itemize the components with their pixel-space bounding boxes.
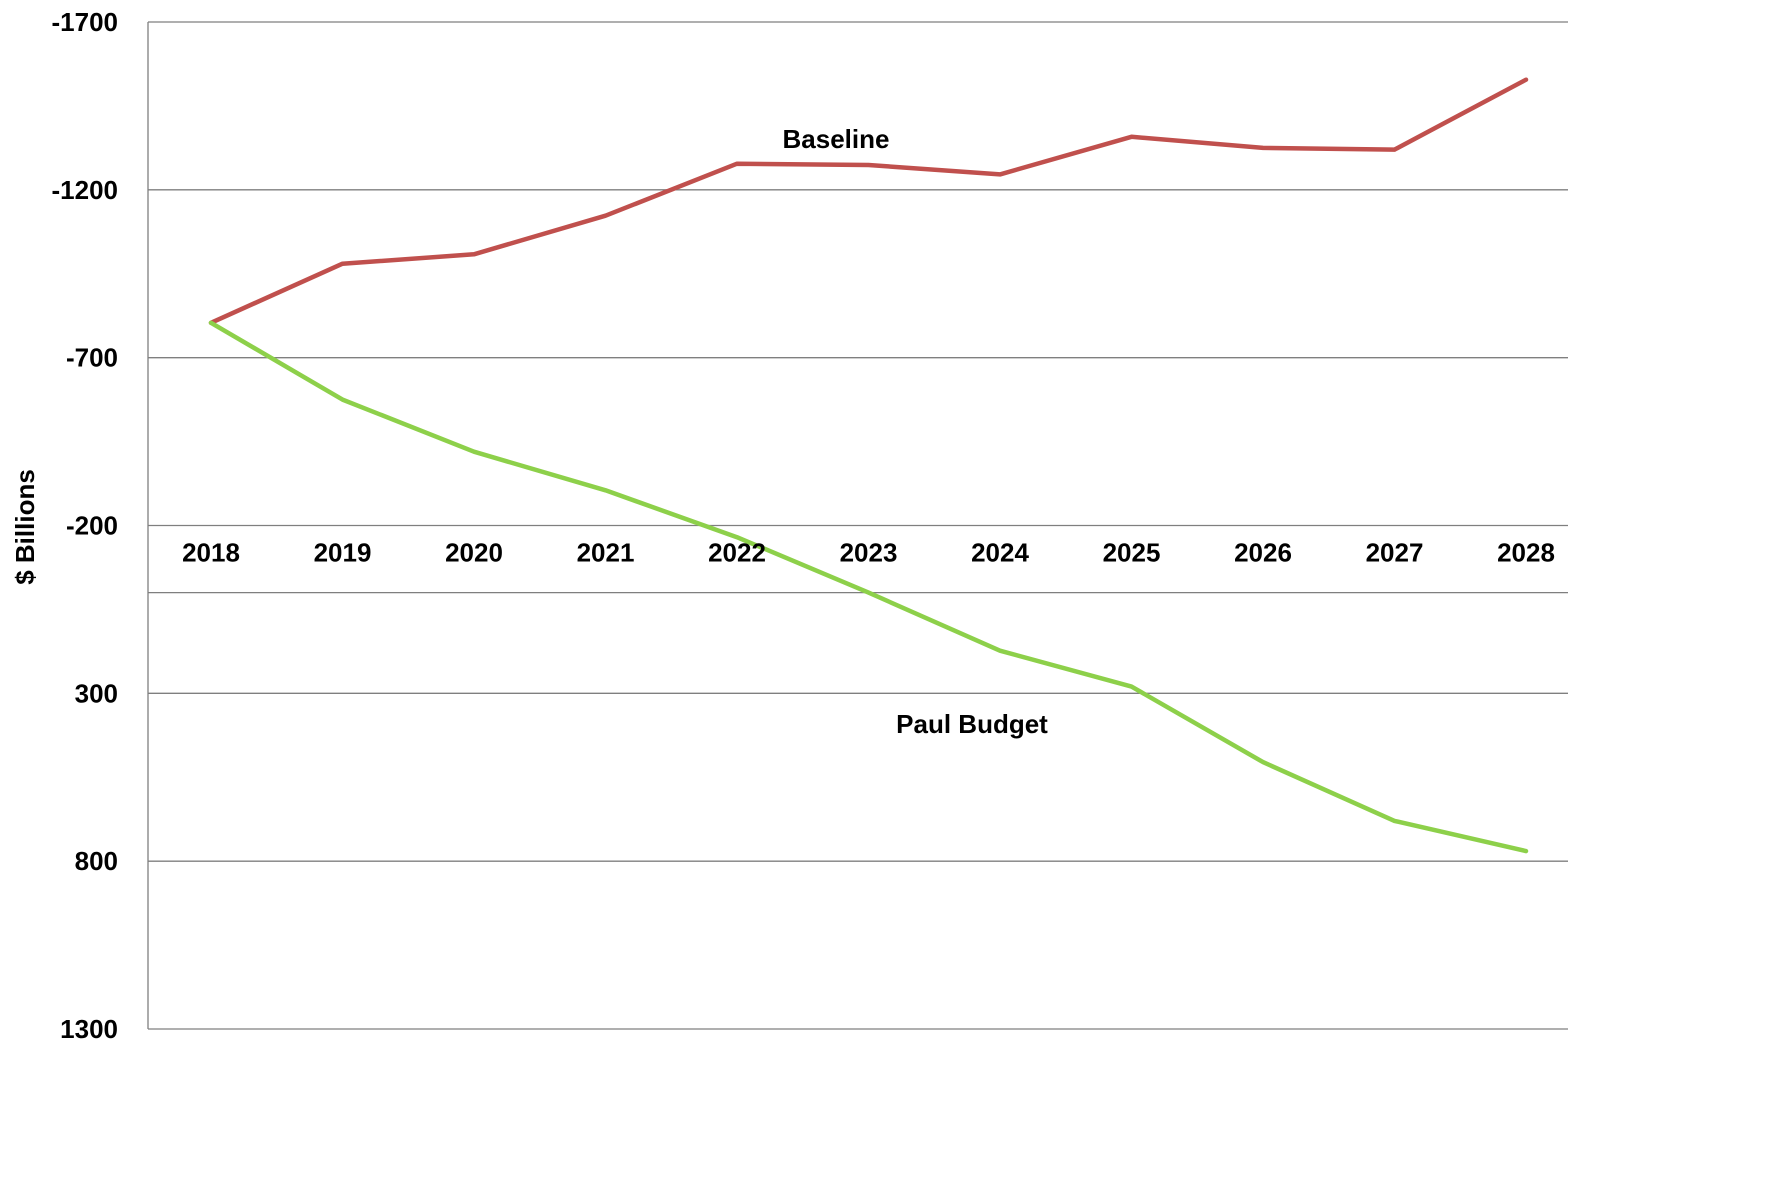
- series-labels: Baseline Paul Budget: [783, 124, 1049, 739]
- series-label-baseline: Baseline: [783, 124, 890, 154]
- y-tick-labels: -1700 -1200 -700 -200 300 800 1300: [52, 7, 119, 1044]
- x-tick-label: 2027: [1366, 538, 1424, 568]
- y-tick-label: -700: [66, 343, 118, 373]
- series-line-paul-budget: [208, 320, 1529, 854]
- series-lines: [208, 77, 1529, 854]
- y-tick-label: 1300: [60, 1014, 118, 1044]
- series-line-baseline: [208, 77, 1529, 326]
- y-tick-label: -200: [66, 511, 118, 541]
- x-tick-label: 2021: [577, 538, 635, 568]
- x-tick-label: 2024: [971, 538, 1029, 568]
- x-tick-labels: 2018 2019 2020 2021 2022 2023 2024 2025 2026 2027…: [182, 538, 1555, 568]
- x-tick-label: 2019: [314, 538, 372, 568]
- x-tick-label: 2018: [182, 538, 240, 568]
- x-tick-label: 2020: [445, 538, 503, 568]
- x-tick-label: 2023: [840, 538, 898, 568]
- y-tick-label: -1700: [52, 7, 119, 37]
- x-tick-label: 2025: [1103, 538, 1161, 568]
- y-axis-title: $ Billions: [10, 469, 40, 585]
- series-label-paul-budget: Paul Budget: [896, 709, 1048, 739]
- y-tick-label: -1200: [52, 175, 119, 205]
- gridlines: [148, 21, 1568, 1030]
- x-tick-label: 2026: [1234, 538, 1292, 568]
- y-tick-label: 300: [75, 678, 118, 708]
- y-tick-label: 800: [75, 846, 118, 876]
- x-tick-label: 2028: [1497, 538, 1555, 568]
- x-tick-label: 2022: [708, 538, 766, 568]
